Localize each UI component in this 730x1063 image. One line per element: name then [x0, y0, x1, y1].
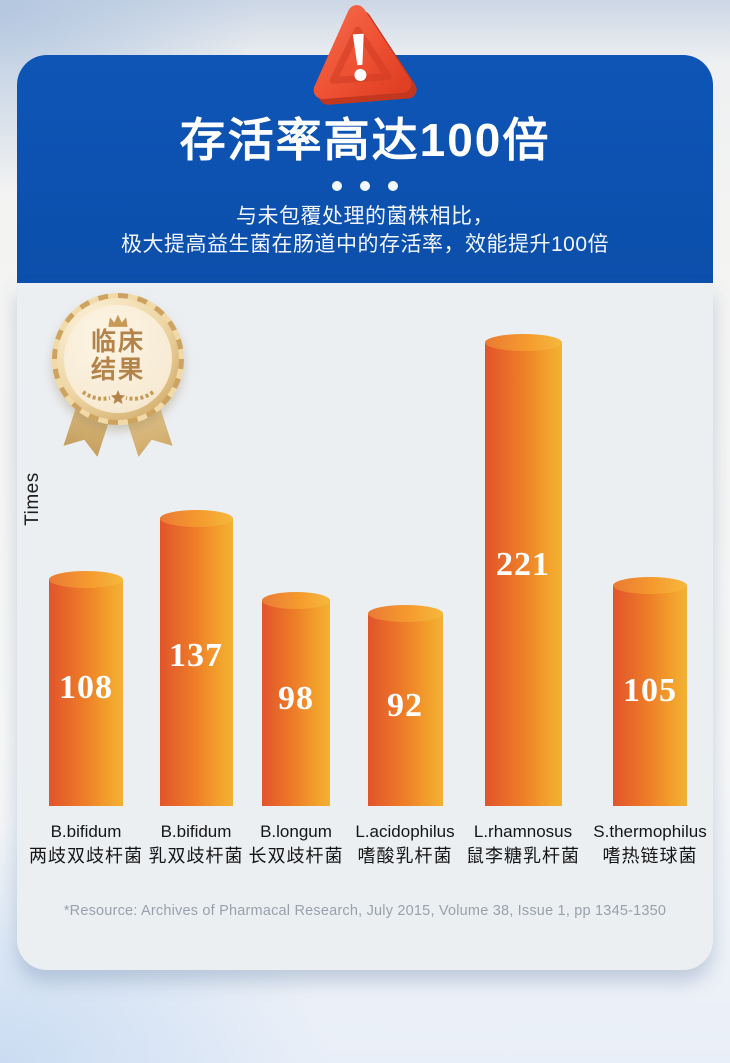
category-label-en: L.acidophilus: [355, 822, 455, 841]
dot-icon: [388, 181, 398, 191]
dot-icon: [332, 181, 342, 191]
chart-bar: 98: [262, 592, 330, 806]
category-label: L.rhamnosus 鼠李糖乳杆菌: [466, 820, 580, 869]
chart-bar: 108: [49, 571, 123, 806]
title-divider-dots: [332, 181, 398, 191]
warning-exclamation-triangle-icon: [313, 5, 417, 105]
bar-top-cap: [262, 592, 330, 609]
x-axis-labels: B.bifidum 两歧双歧杆菌 B.bifidum 乳双歧杆菌 B.longum 长双歧…: [17, 820, 713, 876]
badge-face: 临床 结果: [64, 305, 172, 413]
bar-top-cap: [49, 571, 123, 588]
bar-value-label: 137: [169, 637, 223, 675]
category-label: B.bifidum 乳双歧杆菌: [149, 820, 244, 869]
category-label: B.bifidum 两歧双歧杆菌: [29, 820, 143, 869]
chart-bar: 221: [484, 334, 562, 806]
category-label-zh: 两歧双歧杆菌: [29, 846, 143, 866]
category-label: S.thermophilus 嗜热链球菌: [593, 820, 706, 869]
dot-icon: [360, 181, 370, 191]
bar-value-label: 98: [278, 679, 314, 717]
category-label-zh: 嗜热链球菌: [602, 846, 698, 866]
bar-top-cap: [159, 510, 233, 527]
subtitle: 与未包覆处理的菌株相比， 极大提高益生菌在肠道中的存活率，效能提升100倍: [121, 203, 609, 260]
category-label-en: B.longum: [260, 822, 332, 841]
crown-icon: [108, 314, 128, 327]
resource-footnote: *Resource: Archives of Pharmacal Researc…: [63, 903, 667, 919]
star-icon: [111, 389, 125, 404]
badge-line2: 结果: [90, 355, 145, 384]
chart-bar: 137: [159, 510, 233, 806]
badge-text: 临床 结果: [91, 328, 145, 384]
chart-bar: 105: [613, 577, 687, 806]
bar-top-cap: [367, 605, 443, 622]
clinical-results-badge: 临床 结果: [50, 293, 186, 461]
bar-top-cap: [613, 577, 687, 594]
category-label-zh: 长双歧杆菌: [248, 846, 344, 866]
subtitle-line1: 与未包覆处理的菌株相比，: [235, 205, 494, 228]
category-label-zh: 乳双歧杆菌: [148, 846, 244, 866]
bar-top-cap: [484, 334, 562, 351]
bar-value-label: 108: [59, 668, 113, 706]
category-label-en: L.rhamnosus: [473, 822, 573, 841]
category-label-en: B.bifidum: [50, 822, 122, 841]
category-label-zh: 鼠李糖乳杆菌: [466, 846, 580, 866]
bar-chart: 108 137 98 92 221 105: [17, 283, 713, 806]
category-label: L.acidophilus 嗜酸乳杆菌: [355, 820, 454, 869]
bar-value-label: 92: [387, 686, 423, 724]
category-label: B.longum 长双歧杆菌: [249, 820, 344, 869]
chart-bar: 92: [367, 605, 443, 806]
badge-line1: 临床: [90, 327, 145, 356]
category-label-en: S.thermophilus: [593, 822, 707, 841]
page-title: 存活率高达100倍: [179, 114, 551, 166]
category-label-zh: 嗜酸乳杆菌: [357, 846, 453, 866]
bar-value-label: 221: [496, 545, 550, 583]
subtitle-line2: 极大提高益生菌在肠道中的存活率，效能提升100倍: [120, 233, 610, 257]
category-label-en: B.bifidum: [160, 822, 232, 841]
bar-value-label: 105: [623, 672, 677, 710]
laurel-star-icon: [81, 389, 155, 404]
